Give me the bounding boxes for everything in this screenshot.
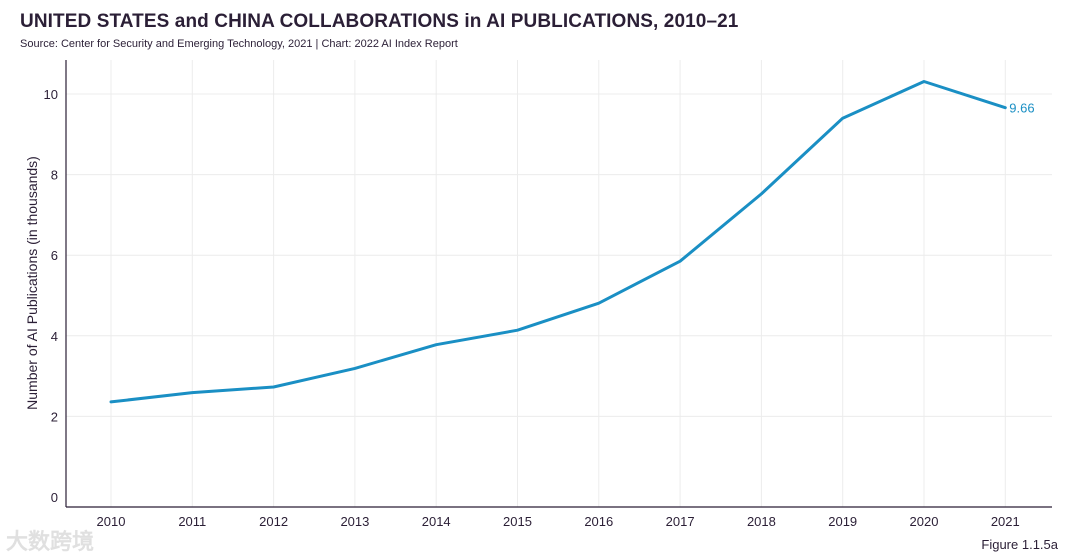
x-tick-label: 2016	[584, 514, 613, 529]
y-tick-labels: 0 2 4 6 8 10	[44, 87, 58, 505]
x-tick-label: 2015	[503, 514, 532, 529]
x-tick-label: 2018	[747, 514, 776, 529]
y-tick-label: 10	[44, 87, 58, 102]
x-tick-label: 2014	[422, 514, 451, 529]
chart-title: UNITED STATES and CHINA COLLABORATIONS i…	[20, 11, 739, 32]
x-tick-label: 2019	[828, 514, 857, 529]
y-tick-label: 4	[51, 329, 58, 344]
x-tick-label: 2013	[340, 514, 369, 529]
x-tick-label: 2011	[178, 514, 206, 529]
x-tick-label: 2012	[259, 514, 288, 529]
axes	[65, 60, 1052, 508]
x-tick-labels: 2010 2011 2012 2013 2014 2015 2016 2017 2018 2019…	[97, 514, 1020, 529]
grid-lines	[66, 60, 1052, 507]
x-tick-label: 2017	[666, 514, 695, 529]
y-tick-label: 2	[51, 409, 58, 424]
y-tick-label: 6	[51, 248, 58, 263]
watermark-logo: 大数跨境	[6, 529, 95, 554]
x-tick-label: 2010	[97, 514, 126, 529]
x-tick-label: 2020	[910, 514, 939, 529]
chart-source: Source: Center for Security and Emerging…	[20, 38, 458, 50]
y-tick-label: 8	[51, 168, 58, 183]
y-tick-label: 0	[51, 490, 58, 505]
figure-label: Figure 1.1.5a	[981, 537, 1058, 552]
series-line	[109, 80, 1007, 404]
y-axis-title: Number of AI Publications (in thousands)	[24, 156, 40, 410]
x-tick-label: 2021	[991, 514, 1020, 529]
end-data-label: 9.66	[1009, 101, 1034, 116]
series-group	[109, 80, 1007, 404]
